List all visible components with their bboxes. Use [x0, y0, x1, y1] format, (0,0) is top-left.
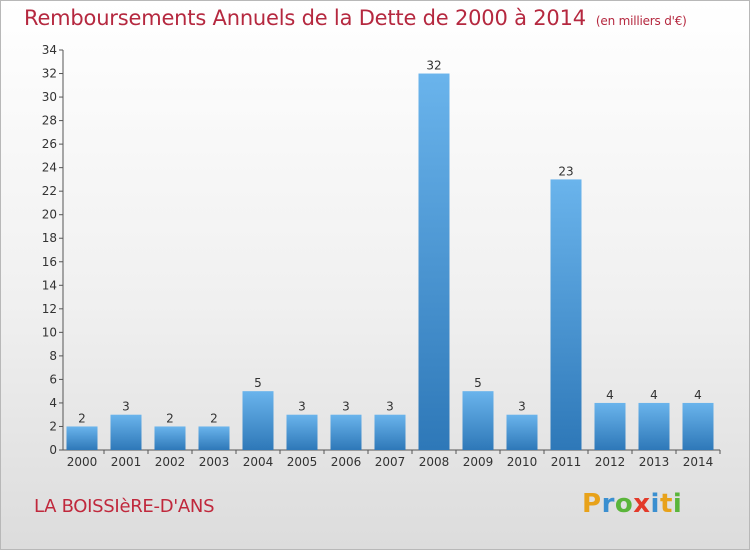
- chart-title-text: Remboursements Annuels de la Dette de 20…: [24, 6, 586, 30]
- y-tick-label: 10: [42, 325, 57, 339]
- y-tick-label: 20: [42, 208, 57, 222]
- bar: [462, 391, 494, 450]
- chart-unit: (en milliers d'€): [595, 14, 687, 28]
- bar: [198, 426, 230, 450]
- bar: [242, 391, 274, 450]
- logo-letter: t: [659, 489, 673, 519]
- data-label: 32: [426, 59, 441, 73]
- y-tick-label: 2: [49, 419, 57, 433]
- x-tick-label: 2001: [111, 455, 142, 469]
- data-label: 4: [606, 388, 614, 402]
- bar: [110, 414, 142, 450]
- y-tick-label: 14: [42, 278, 57, 292]
- data-label: 4: [650, 388, 658, 402]
- logo-letter: x: [633, 489, 651, 519]
- logo-letter: r: [601, 489, 615, 519]
- x-tick-label: 2002: [155, 455, 186, 469]
- bar: [682, 402, 714, 450]
- bar: [594, 402, 626, 450]
- data-label: 4: [694, 388, 702, 402]
- data-label: 3: [298, 400, 306, 414]
- y-tick-label: 28: [42, 114, 57, 128]
- y-tick-label: 12: [42, 302, 57, 316]
- logo-letter: o: [614, 489, 634, 519]
- x-tick-label: 2010: [507, 455, 538, 469]
- bar: [154, 426, 186, 450]
- commune-name: LA BOISSIèRE-D'ANS: [34, 496, 215, 517]
- data-label: 3: [122, 400, 130, 414]
- data-label: 3: [342, 400, 350, 414]
- data-label: 2: [78, 411, 86, 425]
- data-label: 3: [518, 400, 526, 414]
- x-tick-label: 2014: [683, 455, 714, 469]
- x-tick-label: 2005: [287, 455, 318, 469]
- bar: [374, 414, 406, 450]
- data-label: 5: [254, 376, 262, 390]
- y-tick-label: 0: [49, 443, 57, 457]
- bar: [506, 414, 538, 450]
- y-tick-label: 30: [42, 90, 57, 104]
- bar: [286, 414, 318, 450]
- x-tick-label: 2011: [551, 455, 582, 469]
- x-tick-label: 2008: [419, 455, 450, 469]
- x-tick-label: 2003: [199, 455, 230, 469]
- y-tick-label: 32: [42, 67, 57, 81]
- logo-letter: P: [582, 489, 602, 519]
- y-tick-label: 16: [42, 255, 57, 269]
- bar: [418, 73, 450, 450]
- x-tick-label: 2012: [595, 455, 626, 469]
- x-tick-label: 2004: [243, 455, 274, 469]
- y-tick-label: 26: [42, 137, 57, 151]
- y-tick-label: 8: [49, 349, 57, 363]
- proxiti-logo[interactable]: Proxiti: [582, 489, 682, 519]
- y-tick-label: 6: [49, 372, 57, 386]
- x-tick-label: 2000: [67, 455, 98, 469]
- logo-letter: i: [650, 489, 660, 519]
- data-label: 23: [558, 164, 573, 178]
- y-tick-label: 22: [42, 184, 57, 198]
- y-tick-label: 24: [42, 161, 57, 175]
- data-label: 3: [386, 400, 394, 414]
- x-tick-label: 2007: [375, 455, 406, 469]
- y-tick-label: 4: [49, 396, 57, 410]
- chart-title: Remboursements Annuels de la Dette de 20…: [24, 6, 687, 30]
- data-label: 2: [210, 411, 218, 425]
- y-tick-label: 34: [42, 43, 57, 57]
- x-tick-label: 2013: [639, 455, 670, 469]
- x-tick-label: 2006: [331, 455, 362, 469]
- bar: [66, 426, 98, 450]
- logo-letter: i: [672, 489, 683, 519]
- y-tick-label: 18: [42, 231, 57, 245]
- data-label: 5: [474, 376, 482, 390]
- x-tick-label: 2009: [463, 455, 494, 469]
- data-label: 2: [166, 411, 174, 425]
- bar: [638, 402, 670, 450]
- bar: [550, 179, 582, 451]
- bar: [330, 414, 362, 450]
